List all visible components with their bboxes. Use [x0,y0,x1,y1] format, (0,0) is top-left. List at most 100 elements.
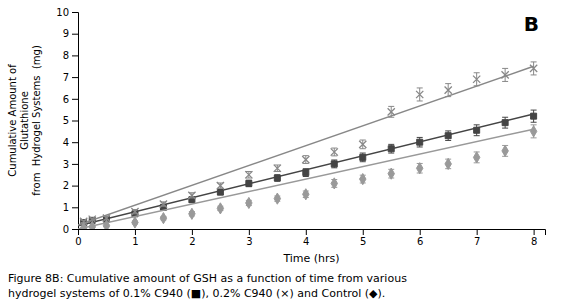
tick-label: 0 [63,224,69,235]
error-bar [445,84,451,97]
point [445,158,451,169]
error-bar [217,190,223,195]
tick: 2 [189,229,195,247]
point [473,76,480,83]
tick-mark [72,142,78,143]
trend-line [78,66,534,225]
tick-label: 9 [63,28,69,39]
point [331,161,337,167]
tick-label: 5 [63,115,69,126]
point [132,217,138,228]
point [416,91,423,98]
tick-mark [72,229,78,230]
point [445,86,452,93]
tick: 6 [417,229,423,247]
y-axis: 012345678910 [56,7,78,235]
point [217,203,223,214]
error-bar [246,171,252,178]
point [303,189,309,200]
axis-line [79,230,546,236]
tick-mark [72,99,78,100]
tick: 5 [360,229,366,247]
tick-label: 1 [63,202,69,213]
tick-mark [72,207,78,208]
tick-mark [72,121,78,122]
tick-label: 6 [63,94,69,105]
error-bar [274,165,280,172]
error-bar [502,117,508,128]
point [188,192,195,199]
point [160,213,166,224]
error-bar [502,68,508,81]
tick-mark [72,34,78,35]
tick: 9 [63,28,78,39]
tick-label: 2 [63,180,69,191]
point [331,178,337,189]
point [530,126,536,137]
tick-mark [135,229,136,235]
tick: 7 [63,72,78,83]
tick-mark [363,229,364,235]
tick-label: 5 [360,236,366,247]
tick-mark [306,229,307,235]
error-bar [531,125,537,138]
tick: 3 [246,229,252,247]
point [274,165,281,172]
point [274,175,280,181]
tick: 5 [63,115,78,126]
error-bar [246,180,252,187]
tick-mark [72,55,78,56]
tick-label: 1 [132,236,138,247]
point [131,208,138,215]
point [388,146,394,152]
tick: 3 [63,159,78,170]
point [502,120,508,126]
tick-label: 3 [63,159,69,170]
point [246,180,252,186]
error-bar [303,156,309,164]
tick: 2 [63,180,78,191]
point [217,182,224,189]
tick-label: 6 [417,236,423,247]
tick: 7 [474,229,480,247]
tick-label: 0 [75,236,81,247]
error-bar [417,88,423,101]
point [103,220,109,229]
tick-label: 7 [63,72,69,83]
series [78,125,537,229]
point [416,163,422,174]
tick: 8 [531,229,537,247]
point [302,156,309,163]
point [331,148,338,155]
tick: 1 [132,229,138,247]
point [388,108,395,115]
error-bar [303,169,309,177]
axis-line [72,13,79,230]
error-bar [331,148,337,156]
point [246,197,252,208]
x-axis: 0 1 2 3 4 5 6 7 8 [75,229,545,247]
error-bar [417,137,423,147]
point [303,170,309,176]
tick-label: 7 [474,236,480,247]
tick-mark [72,77,78,78]
error-bar [474,125,480,136]
tick-mark [534,229,535,235]
error-bar [274,175,280,182]
error-bar [531,110,537,122]
error-bar [474,152,480,163]
error-bar [360,153,366,162]
point [160,200,167,207]
point [474,127,480,133]
tick-mark [72,164,78,165]
trend-line [78,114,534,226]
point [360,154,366,160]
point [445,133,451,139]
y-label: Cumulative Amount ofGlutathionefrom Hydr… [7,45,42,196]
tick-mark [72,12,78,13]
point [388,168,394,179]
tick-label: 4 [303,236,309,247]
error-bar [388,106,394,117]
tick-mark [420,229,421,235]
y-label-line: from Hydrogel Systems (mg) [31,45,42,196]
